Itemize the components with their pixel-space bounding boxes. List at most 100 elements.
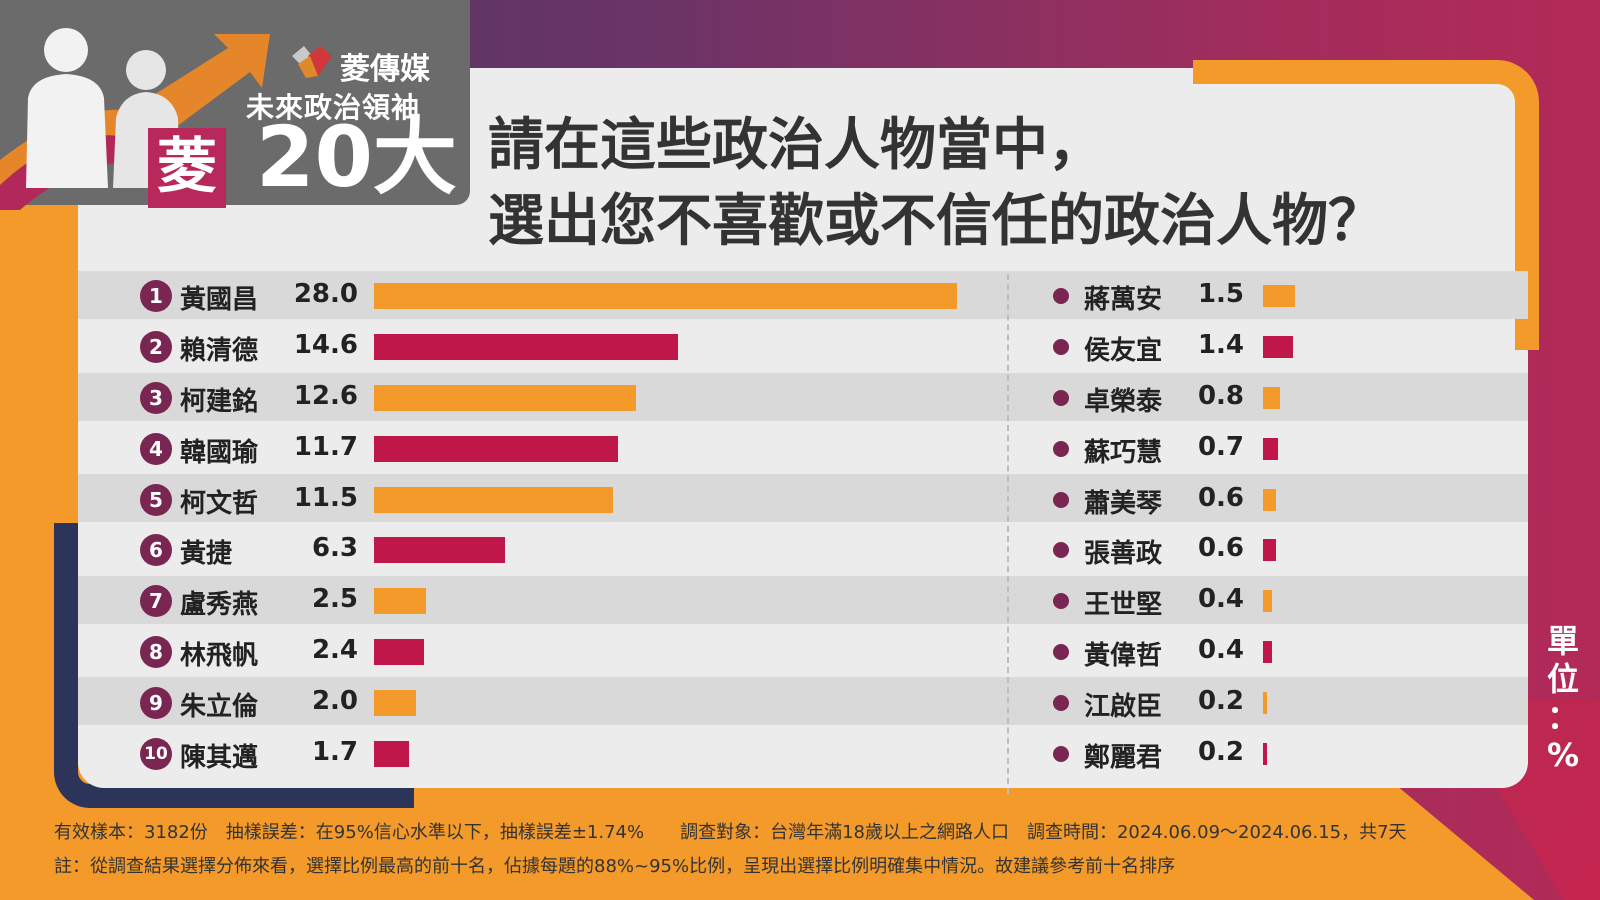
bar bbox=[374, 588, 427, 615]
question-line-2: 選出您不喜歡或不信任的政治人物？ bbox=[488, 189, 1384, 254]
politician-name: 蘇巧慧 bbox=[1084, 437, 1163, 468]
politician-name: 蔣萬安 bbox=[1084, 285, 1163, 316]
rank-badge: 9 bbox=[140, 686, 172, 719]
bullet-dot bbox=[1053, 440, 1069, 457]
bar bbox=[1263, 285, 1295, 308]
value-label: 0.4 bbox=[1197, 584, 1244, 615]
bullet-dot bbox=[1053, 288, 1069, 305]
bullet-dot bbox=[1053, 542, 1069, 559]
value-label: 12.6 bbox=[293, 381, 358, 411]
people-silhouette-icon bbox=[26, 28, 180, 188]
unit-label: 單 位 ： % bbox=[1545, 622, 1581, 774]
brand-logo-icon bbox=[292, 46, 332, 78]
politician-name: 柯建銘 bbox=[180, 387, 259, 417]
politician-name: 陳其邁 bbox=[180, 742, 259, 773]
bullet-dot bbox=[1053, 491, 1069, 508]
politician-name: 賴清德 bbox=[180, 336, 259, 367]
politician-name: 鄭麗君 bbox=[1084, 742, 1163, 773]
politician-name: 蕭美琴 bbox=[1084, 488, 1163, 519]
politician-name: 侯友宜 bbox=[1084, 336, 1163, 367]
series-number: 20大 bbox=[256, 108, 457, 206]
bar bbox=[374, 537, 506, 564]
bar bbox=[1263, 691, 1268, 714]
rank-badge: 10 bbox=[140, 737, 172, 770]
rank-badge: 8 bbox=[140, 636, 172, 668]
unit-char: 單 bbox=[1546, 622, 1579, 660]
bullet-dot bbox=[1053, 644, 1069, 660]
bar bbox=[374, 639, 424, 665]
politician-name: 柯文哲 bbox=[180, 488, 259, 519]
politician-name: 張善政 bbox=[1084, 539, 1163, 570]
value-label: 0.2 bbox=[1197, 736, 1244, 767]
series-badge: 菱傳媒 未來政治領袖 20大 菱 bbox=[0, 0, 470, 210]
bar bbox=[374, 385, 637, 411]
bar bbox=[374, 334, 678, 361]
navy-corner-frame bbox=[54, 523, 414, 808]
bar bbox=[1263, 387, 1281, 409]
bar bbox=[374, 486, 614, 513]
value-label: 6.3 bbox=[311, 533, 358, 564]
politician-name: 朱立倫 bbox=[180, 691, 259, 722]
politician-name: 黃國昌 bbox=[180, 285, 259, 316]
badge-character: 菱 bbox=[148, 128, 226, 208]
unit-char: % bbox=[1546, 736, 1580, 774]
value-label: 1.4 bbox=[1197, 330, 1244, 361]
value-label: 28.0 bbox=[293, 279, 358, 310]
value-label: 0.8 bbox=[1197, 381, 1244, 411]
footer-survey-info: 有效樣本：3182份 抽樣誤差：在95%信心水準以下，抽樣誤差±1.74% 調查… bbox=[54, 822, 1407, 843]
survey-question: 請在這些政治人物當中， 選出您不喜歡或不信任的政治人物？ bbox=[488, 108, 1384, 260]
bullet-dot bbox=[1053, 694, 1069, 711]
value-label: 0.6 bbox=[1197, 482, 1244, 513]
politician-name: 韓國瑜 bbox=[180, 437, 259, 468]
bullet-dot bbox=[1053, 593, 1069, 610]
value-label: 1.5 bbox=[1197, 279, 1244, 310]
politician-name: 盧秀燕 bbox=[180, 590, 259, 621]
value-label: 1.7 bbox=[311, 736, 358, 767]
table-row bbox=[78, 372, 1528, 421]
rank-badge: 4 bbox=[140, 432, 172, 465]
rank-badge: 2 bbox=[140, 331, 172, 364]
rank-badge: 1 bbox=[140, 280, 172, 313]
politician-name: 林飛帆 bbox=[180, 641, 259, 671]
value-label: 0.7 bbox=[1197, 431, 1244, 462]
bar bbox=[1263, 590, 1272, 613]
politician-name: 黃偉哲 bbox=[1084, 641, 1163, 671]
politician-name: 黃捷 bbox=[180, 539, 233, 570]
value-label: 2.0 bbox=[311, 685, 358, 716]
politician-name: 卓榮泰 bbox=[1084, 387, 1163, 417]
bullet-dot bbox=[1053, 339, 1069, 356]
bar bbox=[1263, 539, 1276, 562]
bar bbox=[374, 740, 410, 767]
table-row bbox=[78, 474, 1528, 523]
bar bbox=[1263, 336, 1293, 359]
bar bbox=[374, 283, 957, 310]
politician-name: 王世堅 bbox=[1084, 590, 1163, 621]
rank-badge: 6 bbox=[140, 534, 172, 567]
value-label: 0.4 bbox=[1197, 635, 1244, 665]
rank-badge: 5 bbox=[140, 483, 172, 516]
bullet-dot bbox=[1053, 390, 1069, 406]
series-title: 未來政治領袖 bbox=[246, 91, 421, 124]
unit-char: ： bbox=[1546, 698, 1579, 736]
bar bbox=[1263, 641, 1272, 663]
brand-name: 菱傳媒 bbox=[340, 52, 430, 87]
bar bbox=[1263, 437, 1278, 460]
table-row bbox=[78, 575, 1528, 624]
value-label: 14.6 bbox=[293, 330, 358, 361]
value-label: 11.5 bbox=[293, 482, 358, 513]
bar bbox=[374, 435, 618, 462]
value-label: 0.6 bbox=[1197, 533, 1244, 564]
bar bbox=[374, 689, 416, 716]
question-line-1: 請在這些政治人物當中， bbox=[488, 113, 1104, 178]
value-label: 11.7 bbox=[293, 431, 358, 462]
column-divider bbox=[1007, 274, 1009, 794]
rank-badge: 3 bbox=[140, 382, 172, 414]
unit-char: 位 bbox=[1546, 660, 1579, 698]
table-row bbox=[78, 677, 1528, 726]
bullet-dot bbox=[1053, 745, 1069, 762]
bar bbox=[1263, 742, 1268, 765]
value-label: 2.4 bbox=[311, 635, 358, 665]
value-label: 2.5 bbox=[311, 584, 358, 615]
rank-badge: 7 bbox=[140, 585, 172, 618]
footer-note: 註：從調查結果選擇分佈來看，選擇比例最高的前十名，佔據每題的88%~95%比例，… bbox=[54, 856, 1176, 877]
